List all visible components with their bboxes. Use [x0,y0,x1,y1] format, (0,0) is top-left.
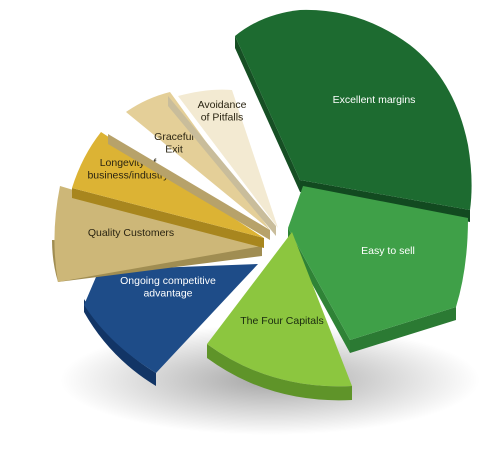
segment-label-line: Exit [165,143,183,155]
segment-easy-to-sell: Easy to sell [288,186,468,353]
segment-label-line: Quality Customers [88,227,174,239]
segment-face [72,132,264,238]
segment-face [288,186,468,340]
segment-avoidance-of-pitfalls: Avoidance of Pitfalls [168,89,278,236]
segment-side [108,134,270,240]
segment-longevity: Longevity of business/industry [72,132,264,248]
segment-label: Graceful Exit [154,131,194,156]
segment-label-line: Graceful [154,131,194,143]
segment-side [235,36,300,192]
segment-label-line: Easy to sell [361,245,415,257]
segment-label: Easy to sell [361,245,415,257]
segment-label-line: of Pitfalls [201,111,244,123]
segment-label: The Four Capitals [240,315,323,327]
segment-side [207,344,352,401]
segment-label-line: advantage [143,287,192,299]
segment-label-line: Ongoing competitive [120,275,216,287]
segment-graceful-exit: Graceful Exit [108,92,270,240]
segment-face [207,232,352,387]
segment-quality-customers: Quality Customers [52,186,262,282]
segment-face [235,9,472,211]
segment-label-line: business/industry [87,169,169,181]
segment-label: Ongoing competitive advantage [120,275,216,300]
segment-label: Excellent margins [333,94,416,106]
segment-side [288,228,350,353]
segment-face [84,264,258,373]
segment-label-line: Excellent margins [333,94,416,106]
segment-side [168,96,276,236]
segment-face [178,89,278,228]
segment-side [84,299,156,386]
segment-side [72,188,264,248]
segment-label: Avoidance of Pitfalls [198,99,247,124]
segment-face [126,92,270,230]
segment-face [54,186,262,282]
segment-label: Quality Customers [88,227,174,239]
segment-label-line: Avoidance [198,99,247,111]
segment-label-line: The Four Capitals [240,315,323,327]
segment-side [350,307,456,353]
segment-ongoing-competitive-advantage: Ongoing competitive advantage [84,264,258,386]
segment-the-four-capitals: The Four Capitals [207,232,352,401]
segment-excellent-margins: Excellent margins [235,9,472,222]
